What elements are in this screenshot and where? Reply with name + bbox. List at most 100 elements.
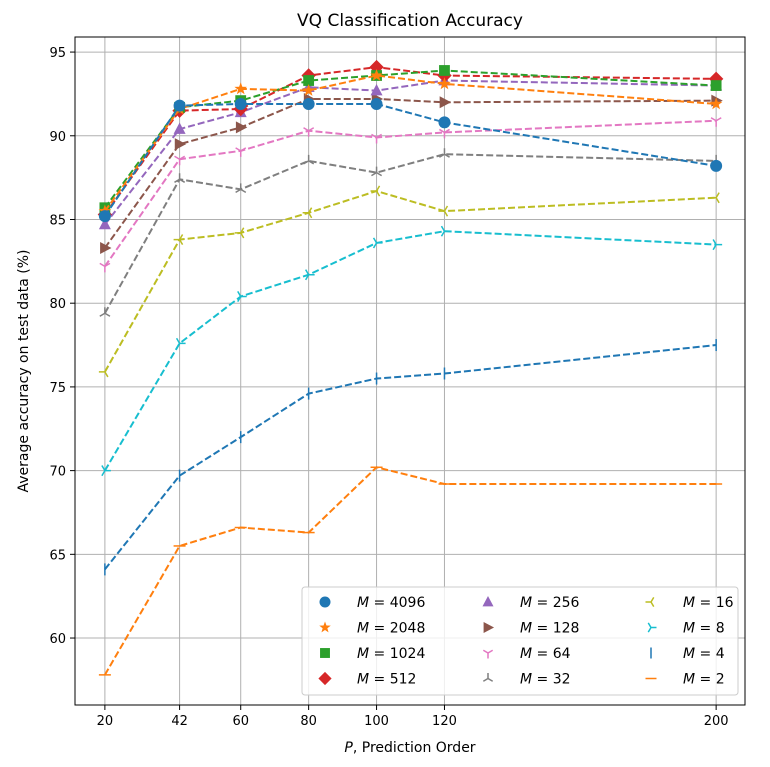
data-point	[708, 71, 724, 87]
data-point	[370, 83, 383, 96]
legend-item: M = 256	[482, 595, 580, 611]
legend-item: M = 8	[647, 621, 725, 637]
legend: M = 4096 M = 2048 M = 1024 M = 512 M = 256 M …	[301, 586, 739, 696]
chart-title: VQ Classification Accuracy	[297, 11, 523, 31]
data-point	[235, 121, 248, 134]
data-point	[302, 97, 315, 110]
series-line	[104, 119, 717, 267]
y-tick-label: 85	[49, 213, 66, 228]
legend-item: M = 512	[318, 672, 416, 688]
data-point	[173, 122, 186, 134]
data-point	[712, 239, 723, 251]
series-line	[104, 189, 717, 373]
data-point	[303, 154, 315, 165]
series-lines	[97, 59, 724, 676]
legend-item: M = 1024	[320, 646, 425, 662]
legend-item: M = 4	[650, 646, 725, 662]
x-tick-label: 120	[432, 714, 457, 729]
legend-marker	[482, 595, 494, 607]
data-point	[370, 68, 383, 81]
data-point	[237, 291, 247, 302]
legend-marker	[645, 596, 655, 608]
legend-item: M = 64	[482, 646, 571, 662]
data-point	[304, 269, 315, 281]
data-point	[371, 133, 383, 144]
series-line	[104, 66, 717, 216]
series-line	[104, 344, 717, 571]
data-point	[303, 127, 315, 137]
legend-item: M = 4096	[319, 595, 425, 611]
series-m-8	[101, 225, 723, 477]
y-tick-label: 95	[49, 46, 66, 61]
data-point	[173, 99, 186, 112]
legend-label: M = 128	[520, 621, 579, 637]
data-point	[174, 155, 186, 166]
data-point	[99, 262, 111, 273]
data-point	[710, 117, 722, 127]
data-point	[98, 366, 109, 378]
plot-frame	[74, 36, 746, 706]
legend-label: M = 1024	[357, 646, 425, 662]
legend-label: M = 2	[683, 672, 725, 688]
legend-marker	[320, 648, 330, 658]
legend-label: M = 512	[357, 672, 416, 688]
data-point	[235, 147, 247, 157]
data-point	[372, 237, 383, 249]
data-point	[100, 241, 112, 254]
data-point	[174, 173, 186, 183]
y-tick-label: 60	[49, 632, 66, 647]
series-m-4	[104, 339, 717, 576]
data-point	[302, 83, 315, 96]
series-m-64	[99, 117, 722, 273]
data-point	[370, 97, 383, 110]
data-point	[710, 192, 720, 204]
data-point	[302, 207, 313, 219]
data-point	[173, 234, 184, 246]
y-tick-label: 80	[49, 297, 66, 312]
legend-item: M = 2048	[319, 621, 425, 637]
legend-label: M = 4	[683, 646, 725, 662]
legend-label: M = 64	[520, 646, 571, 662]
data-point	[303, 75, 315, 86]
data-point	[438, 205, 449, 217]
legend-item: M = 16	[645, 595, 734, 611]
series-line	[104, 74, 717, 212]
series-m-1024	[99, 65, 722, 214]
data-point	[174, 138, 187, 151]
y-tick-label: 75	[49, 381, 66, 396]
data-point	[440, 225, 451, 237]
legend-item: M = 32	[482, 672, 571, 688]
data-point	[234, 82, 247, 95]
data-point	[439, 65, 450, 76]
series-m-4096	[98, 97, 723, 223]
legend-label: M = 16	[683, 595, 734, 611]
legend-marker	[319, 621, 331, 633]
data-point	[101, 465, 111, 477]
series-line	[104, 97, 717, 249]
legend-marker	[319, 596, 331, 608]
x-tick-label: 60	[232, 714, 249, 729]
legend-label: M = 32	[520, 672, 571, 688]
legend-marker	[318, 671, 332, 686]
x-tick-label: 42	[171, 714, 188, 729]
data-point	[99, 307, 111, 317]
series-line	[104, 102, 717, 217]
x-tick-label: 80	[300, 714, 317, 729]
legend-label: M = 256	[520, 595, 580, 611]
data-point	[98, 217, 111, 230]
legend-label: M = 8	[683, 621, 725, 637]
series-m-128	[100, 92, 723, 254]
y-tick-label: 65	[49, 548, 66, 563]
series-line	[104, 153, 717, 314]
series-m-2048	[98, 68, 723, 217]
data-point	[710, 159, 723, 172]
x-tick-label: 20	[97, 714, 114, 729]
data-point	[438, 148, 450, 158]
series-m-2	[98, 466, 723, 676]
y-tick-label: 90	[49, 130, 66, 145]
data-point	[710, 80, 722, 91]
data-point	[439, 96, 452, 109]
legend-marker	[482, 649, 494, 659]
data-point	[234, 97, 247, 110]
